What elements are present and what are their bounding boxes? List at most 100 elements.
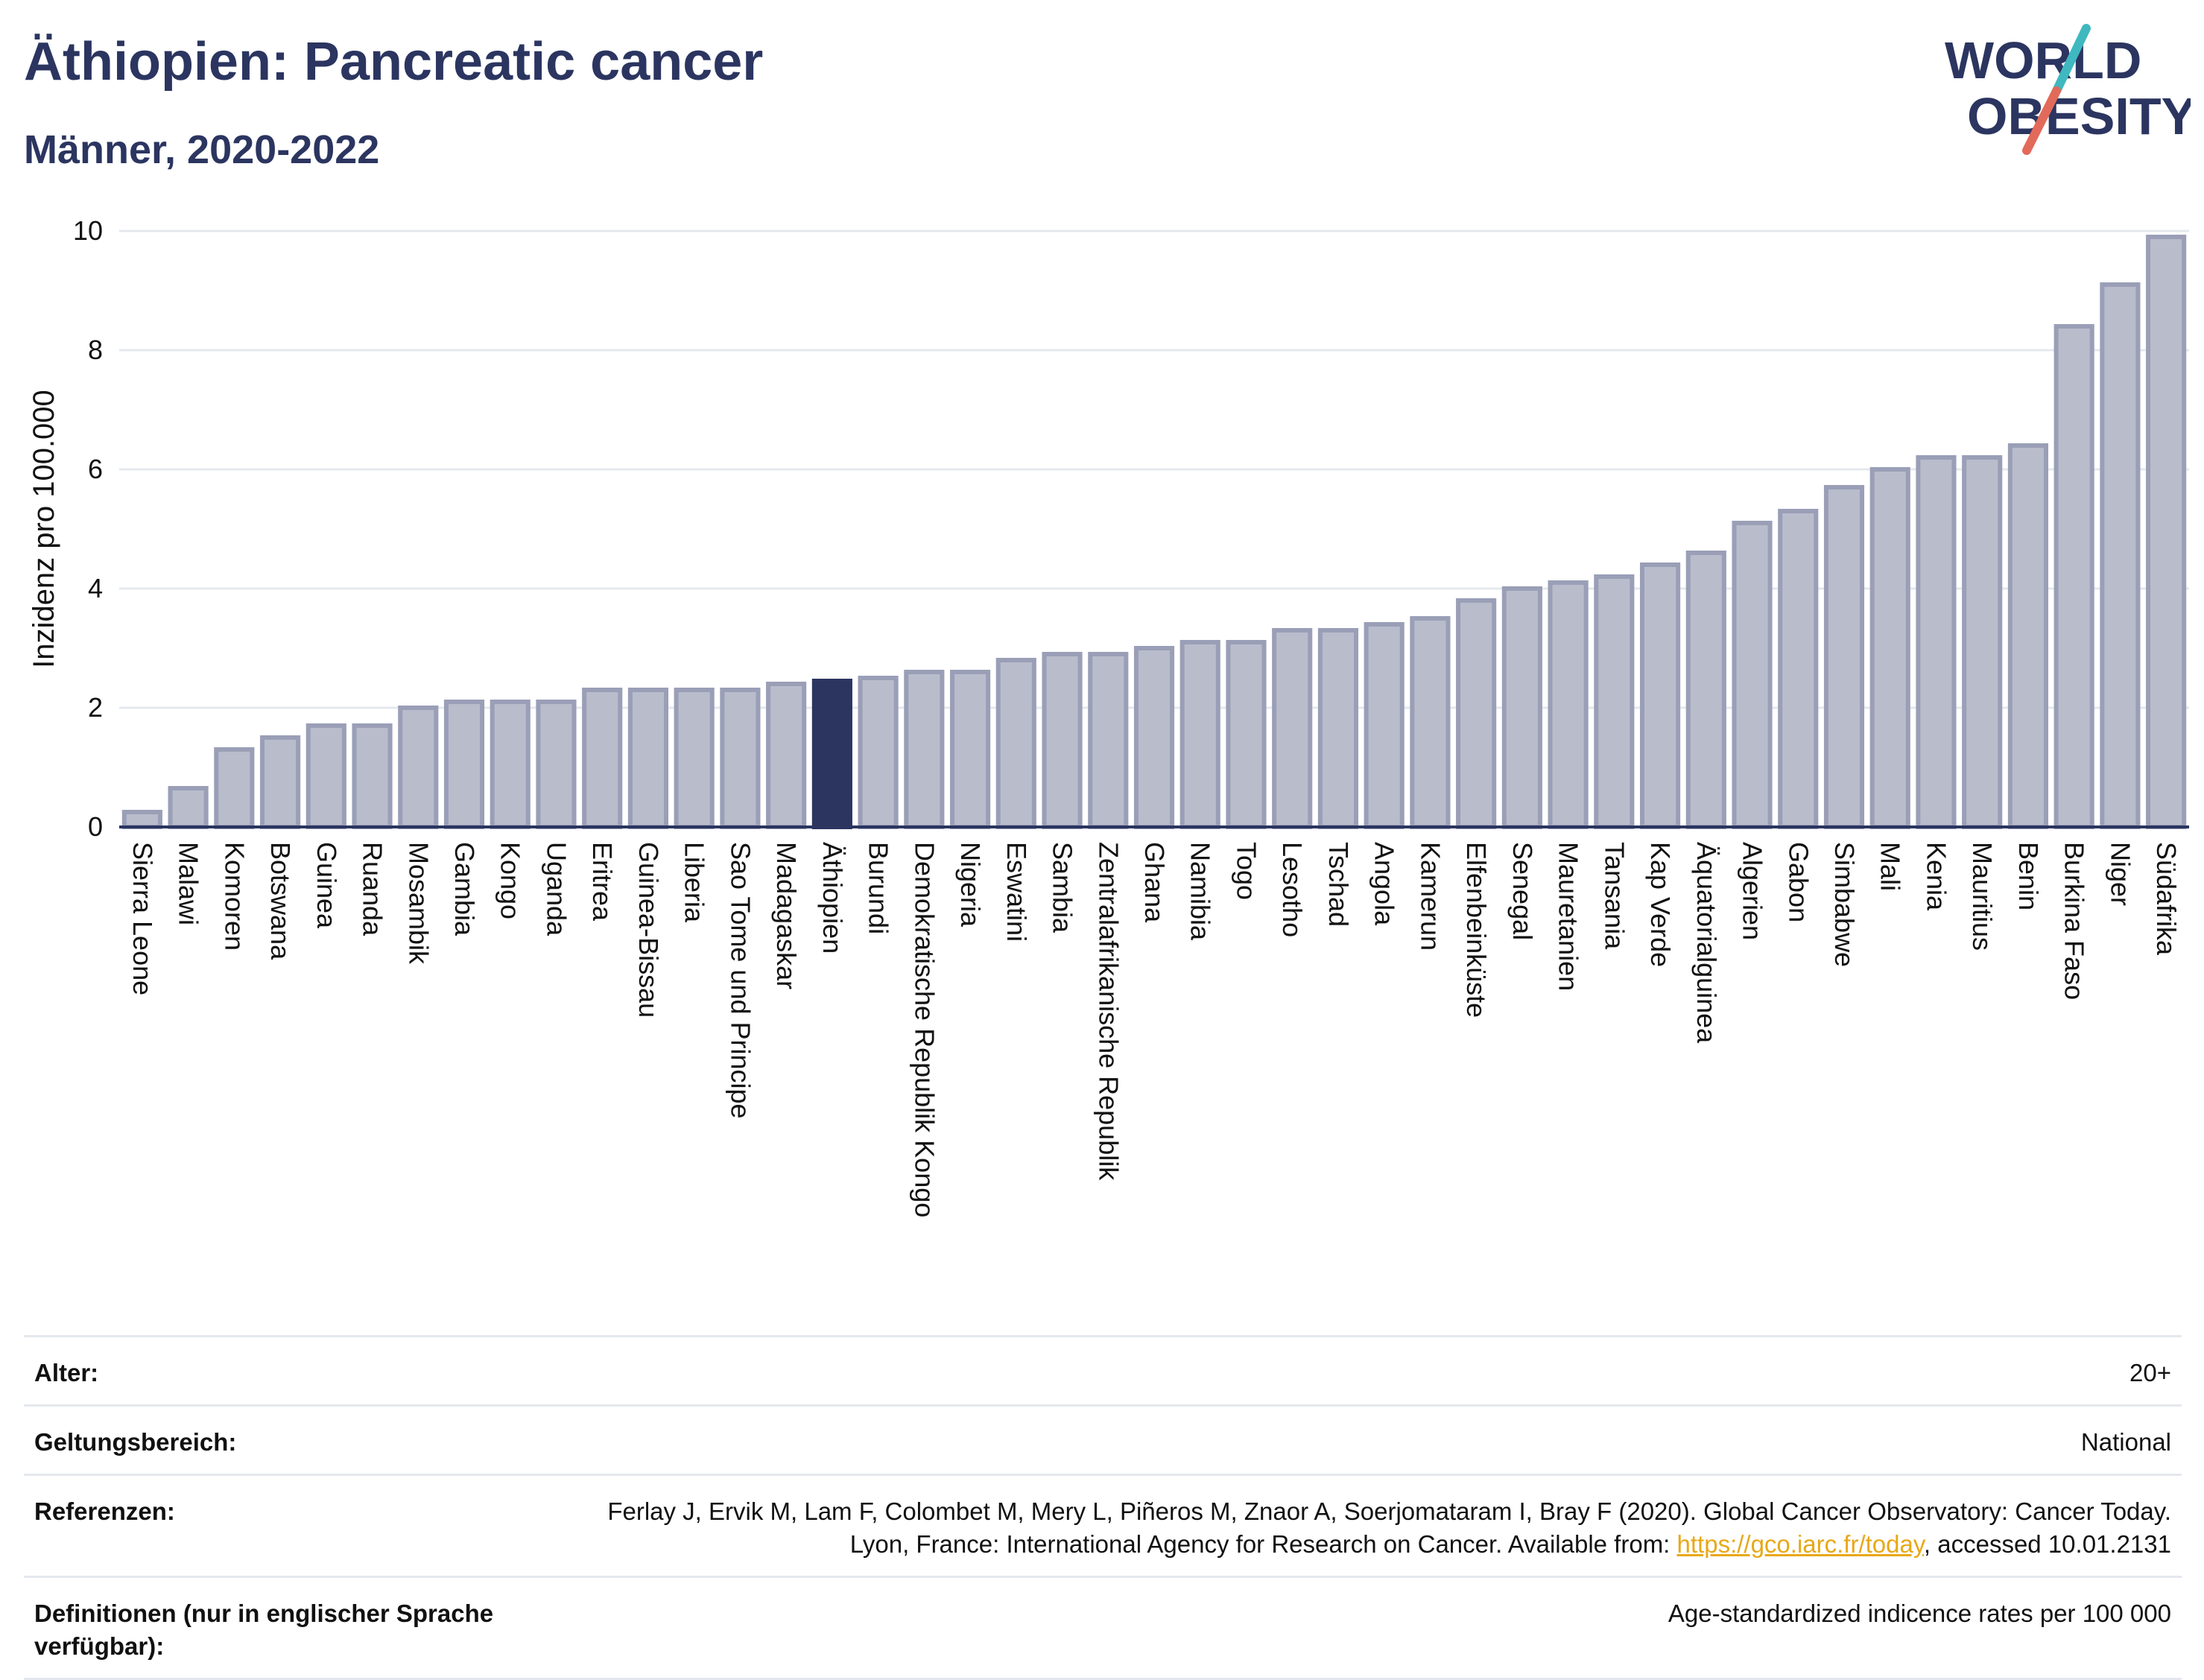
- x-tick-label: Südafrika: [2151, 842, 2182, 956]
- x-tick-label: Burundi: [864, 842, 894, 934]
- x-tick-label: Guinea-Bissau: [633, 842, 664, 1018]
- definitions-value: Age-standardized indicence rates per 100…: [1668, 1600, 2171, 1627]
- bar-äquatorialguinea[interactable]: [1685, 551, 1726, 829]
- bar-kongo[interactable]: [490, 700, 531, 829]
- x-tick-label: Komoren: [219, 842, 250, 951]
- x-tick-label: Sao Tome und Principe: [725, 842, 756, 1119]
- bar-ruanda[interactable]: [352, 723, 393, 829]
- x-tick-label: Namibia: [1185, 842, 1216, 941]
- x-tick-label: Benin: [2013, 842, 2044, 910]
- x-tick-label: Tansania: [1599, 842, 1630, 950]
- references-value: Ferlay J, Ervik M, Lam F, Colombet M, Me…: [607, 1495, 2171, 1561]
- bar-algerien[interactable]: [1732, 521, 1773, 829]
- bar-sao-tome-und-principe[interactable]: [720, 688, 761, 829]
- info-row-definitions: Definitionen (nur in englischer Sprache …: [24, 1576, 2182, 1680]
- y-axis-label: Inzidenz pro 100.000: [28, 390, 60, 668]
- bar-sambia[interactable]: [1042, 652, 1083, 829]
- x-tick-label: Togo: [1231, 842, 1261, 900]
- bar-malawi[interactable]: [168, 786, 209, 829]
- bar-mauritius[interactable]: [1962, 455, 2003, 829]
- references-text: Ferlay J, Ervik M, Lam F, Colombet M, Me…: [607, 1497, 2171, 1558]
- bar-kenia[interactable]: [1916, 455, 1957, 829]
- age-value: 20+: [2129, 1359, 2171, 1386]
- bar-chart: 0 2 4 6 8 10 Sierra Leone Malawi Komoren Botswan…: [28, 215, 2189, 1217]
- bar-guinea[interactable]: [305, 723, 346, 829]
- bar-burkina-faso[interactable]: [2053, 324, 2094, 829]
- x-tick-label: Mauritius: [1967, 842, 1998, 951]
- references-label: Referenzen:: [34, 1497, 175, 1525]
- x-tick-label: Algerien: [1738, 842, 1768, 940]
- bar-niger[interactable]: [2100, 282, 2141, 829]
- bar-liberia[interactable]: [674, 688, 715, 829]
- x-tick-label: Demokratische Republik Kongo: [909, 842, 940, 1217]
- x-tick-label: Madagaskar: [771, 842, 802, 989]
- x-tick-label: Guinea: [311, 842, 342, 929]
- bar-tschad[interactable]: [1317, 628, 1359, 829]
- bar-mauretanien[interactable]: [1548, 580, 1589, 829]
- x-tick-label: Äquatorialguinea: [1691, 842, 1722, 1044]
- bar-botswana[interactable]: [259, 735, 301, 829]
- y-tick-label: 0: [88, 811, 103, 842]
- x-tick-label: Mosambik: [403, 842, 434, 965]
- x-tick-label: Äthiopien: [817, 842, 848, 954]
- bar-demokratische-republik-kongo[interactable]: [904, 670, 945, 829]
- scope-value: National: [2080, 1428, 2171, 1456]
- x-tick-label: Lesotho: [1277, 842, 1308, 937]
- bar-namibia[interactable]: [1179, 640, 1220, 829]
- bar-togo[interactable]: [1226, 640, 1267, 829]
- bar-sierra-leone[interactable]: [121, 810, 162, 829]
- x-tick-label: Uganda: [541, 842, 571, 936]
- y-tick-layer: 0 2 4 6 8 10: [73, 215, 103, 842]
- x-tick-label: Nigeria: [955, 842, 986, 928]
- bar-senegal[interactable]: [1501, 586, 1542, 829]
- logo-slash-red: [2022, 86, 2061, 155]
- info-table: Alter: 20+ Geltungsbereich: National Ref…: [24, 1335, 2182, 1680]
- chart-subtitle: Männer, 2020-2022: [24, 127, 380, 172]
- bar-angola[interactable]: [1364, 622, 1405, 829]
- bar-kamerun[interactable]: [1410, 616, 1451, 829]
- bar-nigeria[interactable]: [949, 670, 991, 829]
- references-link[interactable]: https://gco.iarc.fr/today: [1676, 1530, 1924, 1558]
- x-tick-label: Tschad: [1323, 842, 1354, 927]
- bar-uganda[interactable]: [536, 700, 577, 829]
- bar-madagaskar[interactable]: [766, 682, 807, 829]
- bar-simbabwe[interactable]: [1823, 485, 1865, 829]
- bar-tansania[interactable]: [1594, 574, 1635, 829]
- bar-elfenbeinküste[interactable]: [1456, 598, 1497, 829]
- x-tick-label: Mauretanien: [1554, 842, 1584, 991]
- bar-kap-verde[interactable]: [1639, 562, 1681, 829]
- bar-guinea-bissau[interactable]: [627, 688, 669, 829]
- world-obesity-logo[interactable]: WORLD OBESITY: [1937, 22, 2191, 156]
- bar-zentralafrikanische-republik[interactable]: [1088, 652, 1129, 829]
- x-tick-label: Gabon: [1783, 842, 1814, 922]
- chart-title: Äthiopien: Pancreatic cancer: [24, 32, 764, 92]
- bar-südafrika[interactable]: [2146, 235, 2187, 829]
- bar-eritrea[interactable]: [582, 688, 623, 829]
- info-row-references: Referenzen: Ferlay J, Ervik M, Lam F, Co…: [24, 1474, 2182, 1576]
- bar-gambia[interactable]: [443, 700, 485, 829]
- bar-eswatini[interactable]: [995, 658, 1036, 829]
- bar-komoren[interactable]: [214, 747, 255, 829]
- x-tick-label: Niger: [2105, 842, 2135, 906]
- x-tick-label: Mali: [1875, 842, 1906, 891]
- bar-burundi[interactable]: [858, 676, 899, 829]
- x-tick-label: Kamerun: [1415, 842, 1445, 951]
- bar-gabon[interactable]: [1778, 509, 1819, 829]
- bar-mali[interactable]: [1869, 467, 1910, 829]
- x-tick-label: Eritrea: [587, 842, 618, 922]
- bar-benin[interactable]: [2007, 443, 2049, 829]
- x-tick-layer: Sierra Leone Malawi Komoren Botswana Guinea R…: [127, 842, 2182, 1217]
- x-tick-label: Kap Verde: [1645, 842, 1676, 967]
- x-tick-label: Ghana: [1139, 842, 1170, 923]
- bar-mosambik[interactable]: [398, 706, 439, 829]
- x-tick-label: Kenia: [1921, 842, 1951, 911]
- x-tick-label: Sambia: [1048, 842, 1078, 933]
- bar-ghana[interactable]: [1133, 646, 1175, 829]
- scope-label: Geltungsbereich:: [34, 1428, 237, 1456]
- x-tick-label: Gambia: [449, 842, 480, 936]
- bar-äthiopien[interactable]: [811, 679, 852, 829]
- x-tick-label: Botswana: [265, 842, 296, 960]
- bar-lesotho[interactable]: [1272, 628, 1313, 829]
- x-tick-label: Liberia: [680, 842, 710, 923]
- x-tick-label: Simbabwe: [1829, 842, 1860, 967]
